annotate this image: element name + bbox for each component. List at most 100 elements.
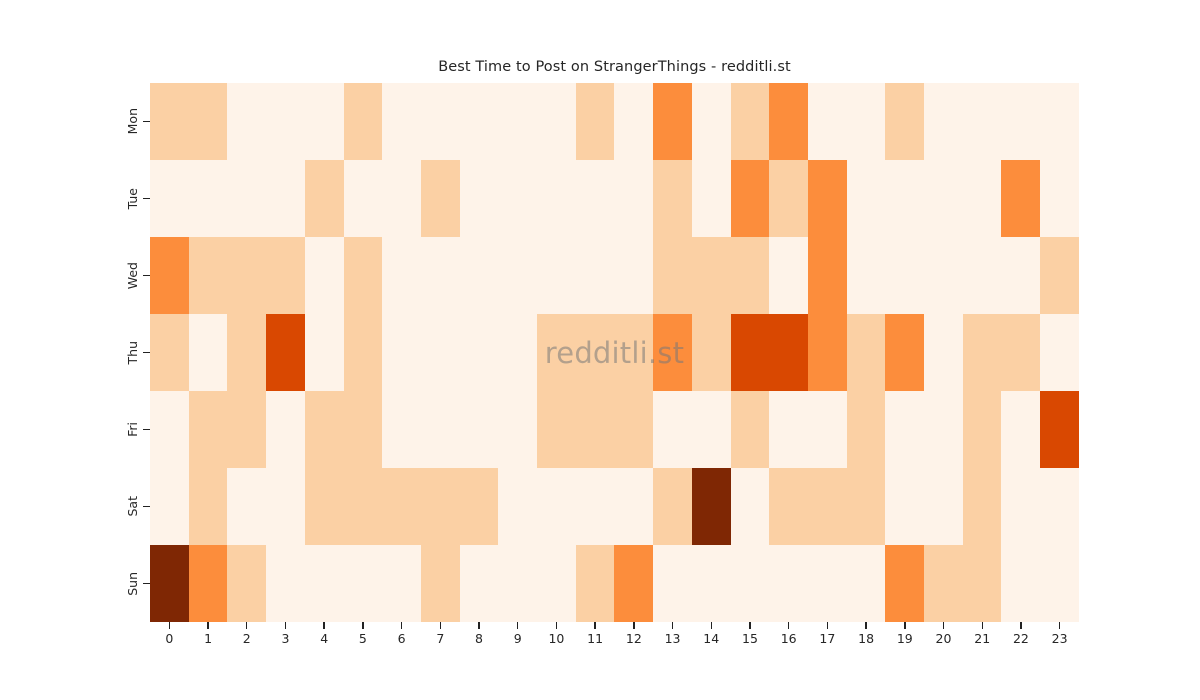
y-tick-label: Fri: [124, 422, 140, 437]
heatmap-cell: [730, 314, 770, 391]
x-tick-label: 19: [896, 631, 913, 646]
heatmap-cell: [382, 160, 421, 237]
heatmap-cell: [227, 468, 267, 545]
x-tick-mark: [981, 622, 983, 629]
heatmap-cell: [614, 545, 654, 622]
heatmap-cell: [924, 545, 963, 622]
heatmap-cell: [304, 545, 344, 622]
heatmap-row-sat: [150, 468, 1079, 545]
heatmap-cell: [382, 545, 421, 622]
heatmap-cell: [304, 468, 344, 545]
heatmap-cell: [575, 160, 615, 237]
x-tick-label: 6: [397, 631, 406, 646]
heatmap-cell: [459, 545, 499, 622]
heatmap-cell: [962, 237, 1002, 314]
x-tick-mark: [1020, 622, 1022, 629]
heatmap-cell: [459, 160, 499, 237]
heatmap-cell: [188, 468, 228, 545]
heatmap-cell: [498, 237, 538, 314]
heatmap-cell: [575, 314, 615, 391]
x-tick-mark: [904, 622, 906, 629]
heatmap-cell: [653, 237, 692, 314]
heatmap-cell: [575, 83, 615, 160]
x-tick-mark: [400, 622, 403, 629]
heatmap-cell: [614, 237, 654, 314]
heatmap-cell: [498, 468, 538, 545]
x-tick-mark: [594, 622, 596, 629]
heatmap-cell: [924, 160, 963, 237]
heatmap-cell: [382, 83, 421, 160]
heatmap-cell: [846, 314, 886, 391]
heatmap-cell: [188, 314, 228, 391]
y-axis: Mon Tue Wed Thu Fri Sat Sun: [100, 83, 150, 622]
x-tick-21: 21: [963, 622, 1002, 646]
heatmap-cell: [304, 160, 344, 237]
heatmap-cell: [227, 545, 267, 622]
heatmap-cell: [227, 160, 267, 237]
heatmap-cell: [459, 468, 499, 545]
x-tick-label: 1: [204, 631, 213, 646]
x-tick-label: 4: [320, 631, 329, 646]
heatmap-cell: [653, 545, 692, 622]
heatmap-cell: [537, 160, 576, 237]
heatmap-cell: [846, 237, 886, 314]
x-tick-label: 18: [858, 631, 875, 646]
heatmap-cell: [730, 545, 770, 622]
heatmap-cell: [730, 468, 770, 545]
heatmap-cell: [150, 237, 189, 314]
heatmap-cell: [343, 160, 383, 237]
x-tick-label: 14: [703, 631, 720, 646]
y-tick-tue: Tue: [100, 160, 150, 237]
y-tick-sun: Sun: [100, 545, 150, 622]
heatmap-cell: [537, 237, 576, 314]
heatmap-cell: [1040, 83, 1079, 160]
heatmap-row-fri: [150, 391, 1079, 468]
x-tick-22: 22: [1002, 622, 1041, 646]
heatmap-cell: [227, 391, 267, 468]
x-tick-mark: [207, 622, 209, 629]
heatmap-cell: [962, 83, 1002, 160]
heatmap-cell: [420, 314, 460, 391]
heatmap-cell: [304, 391, 344, 468]
heatmap-cell: [150, 314, 189, 391]
heatmap-cell: [1040, 545, 1079, 622]
heatmap-cell: [807, 468, 847, 545]
heatmap-cell: [150, 160, 189, 237]
heatmap-cell: [807, 314, 847, 391]
x-tick-mark: [826, 622, 829, 629]
heatmap-cell: [420, 83, 460, 160]
heatmap-cell: [575, 468, 615, 545]
heatmap-cell: [1001, 160, 1041, 237]
heatmap-cell: [227, 314, 267, 391]
heatmap-cell: [188, 160, 228, 237]
y-tick-fri: Fri: [100, 391, 150, 468]
heatmap-cell: [575, 545, 615, 622]
x-tick-label: 21: [974, 631, 991, 646]
y-tick-label: Tue: [124, 187, 140, 210]
heatmap-cell: [498, 391, 538, 468]
heatmap-cell: [1040, 468, 1079, 545]
heatmap-cell: [691, 237, 731, 314]
heatmap-cell: [885, 314, 925, 391]
x-tick-13: 13: [653, 622, 692, 646]
heatmap-cell: [807, 237, 847, 314]
x-tick-mark: [710, 622, 712, 629]
heatmap-cell: [188, 237, 228, 314]
heatmap-row-thu: [150, 314, 1079, 391]
heatmap-cell: [420, 391, 460, 468]
heatmap-cell: [846, 545, 886, 622]
heatmap-cell: [653, 468, 692, 545]
x-tick-label: 16: [780, 631, 797, 646]
heatmap-cell: [343, 545, 383, 622]
y-tick-label: Thu: [124, 340, 140, 365]
heatmap-cell: [150, 83, 189, 160]
x-tick-mark: [865, 622, 867, 629]
x-tick-mark: [284, 622, 287, 629]
heatmap-row-wed: [150, 237, 1079, 314]
heatmap-cell: [1040, 160, 1079, 237]
y-tick-thu: Thu: [100, 314, 150, 391]
x-tick-3: 3: [266, 622, 305, 646]
y-tick-label: Wed: [124, 261, 140, 290]
heatmap-cell: [924, 237, 963, 314]
